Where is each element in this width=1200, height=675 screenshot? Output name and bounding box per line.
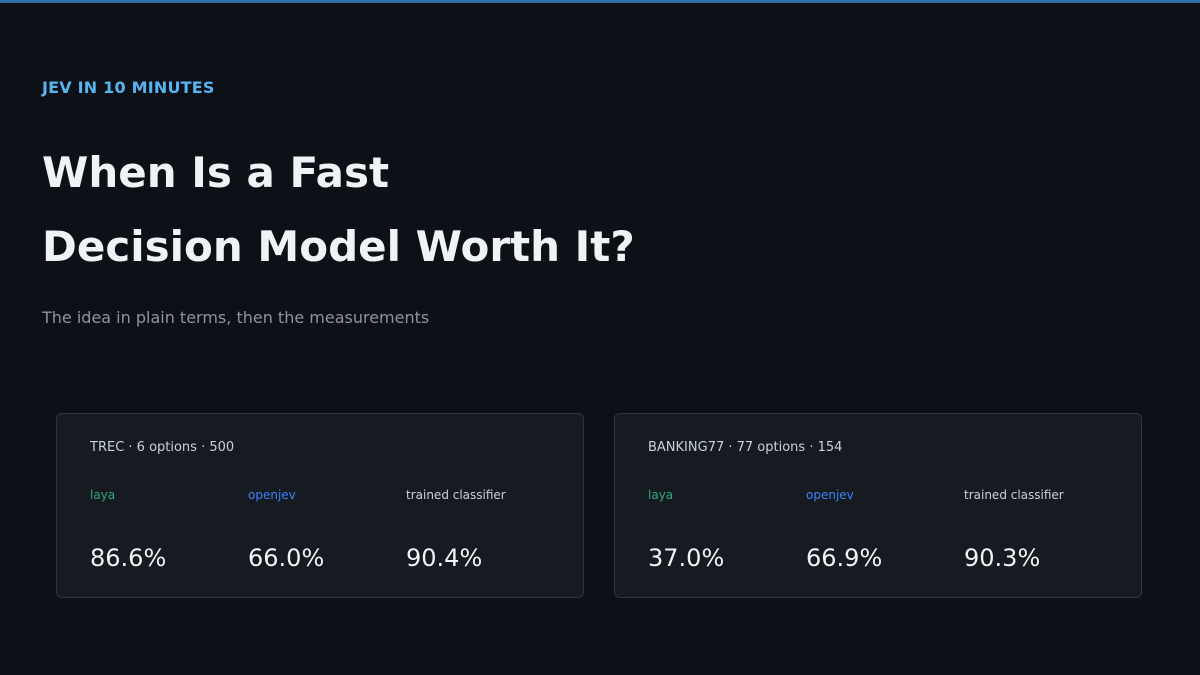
metric-name: trained classifier — [406, 488, 506, 502]
subtitle: The idea in plain terms, then the measur… — [42, 308, 430, 327]
metric-card: TREC · 6 options · 500 laya 86.6% openjev 66… — [56, 413, 584, 598]
metric-name: openjev — [248, 488, 296, 502]
eyebrow: JEV IN 10 MINUTES — [42, 78, 215, 97]
metric-value: 86.6% — [90, 544, 167, 572]
metric-value: 37.0% — [648, 544, 725, 572]
metric-value: 90.3% — [964, 544, 1041, 572]
card-label: TREC · 6 options · 500 — [90, 440, 235, 455]
metric-value: 66.9% — [806, 544, 883, 572]
title: Decision Model Worth It? — [42, 222, 635, 271]
metric-value: 90.4% — [406, 544, 483, 572]
metric-name: laya — [90, 488, 116, 502]
metric-card: BANKING77 · 77 options · 154 laya 37.0% ope… — [614, 413, 1142, 598]
title: When Is a Fast — [42, 148, 390, 197]
card-label: BANKING77 · 77 options · 154 — [648, 440, 843, 455]
metric-name: laya — [648, 488, 674, 502]
top-bar — [0, 0, 1200, 3]
metric-value: 66.0% — [248, 544, 325, 572]
metric-name: openjev — [806, 488, 854, 502]
metric-name: trained classifier — [964, 488, 1064, 502]
